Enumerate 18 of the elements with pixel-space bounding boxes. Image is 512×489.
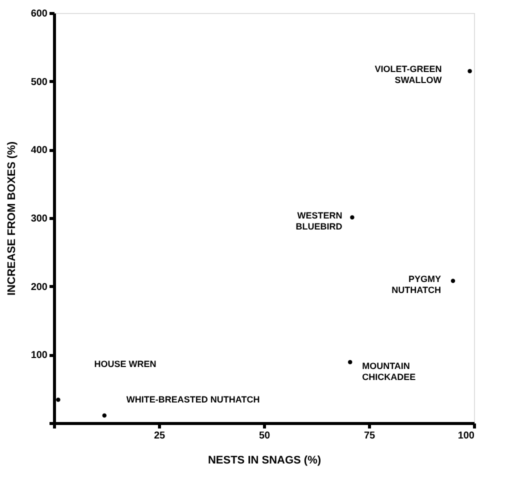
annotation: MOUNTAIN CHICKADEE <box>362 361 416 382</box>
y-tick-label: 200 <box>30 282 48 293</box>
y-tick-label: 600 <box>30 8 48 20</box>
x-axis-title: NESTS IN SNAGS (%) <box>208 454 322 466</box>
annotation: PYGMY NUTHATCH <box>392 274 441 295</box>
x-tick-label: 100 <box>458 430 475 442</box>
y-tick-label: 300 <box>30 214 48 224</box>
x-tick-label: 75 <box>364 430 376 442</box>
annotation: VIOLET-GREEN SWALLOW <box>374 64 442 86</box>
annotation: WESTERN BLUEBIRD <box>296 210 343 232</box>
y-tick-label: 500 <box>30 76 48 88</box>
x-tick-label: 50 <box>258 430 270 442</box>
y-tick-label: 400 <box>30 145 48 156</box>
annotation: WHITE-BREASTED NUTHATCH <box>126 394 260 404</box>
y-tick-label: 100 <box>30 350 48 362</box>
annotation: HOUSE WREN <box>94 358 156 369</box>
y-axis-title: INCREASE FROM BOXES (%) <box>6 141 18 296</box>
x-tick-label: 25 <box>154 430 166 442</box>
